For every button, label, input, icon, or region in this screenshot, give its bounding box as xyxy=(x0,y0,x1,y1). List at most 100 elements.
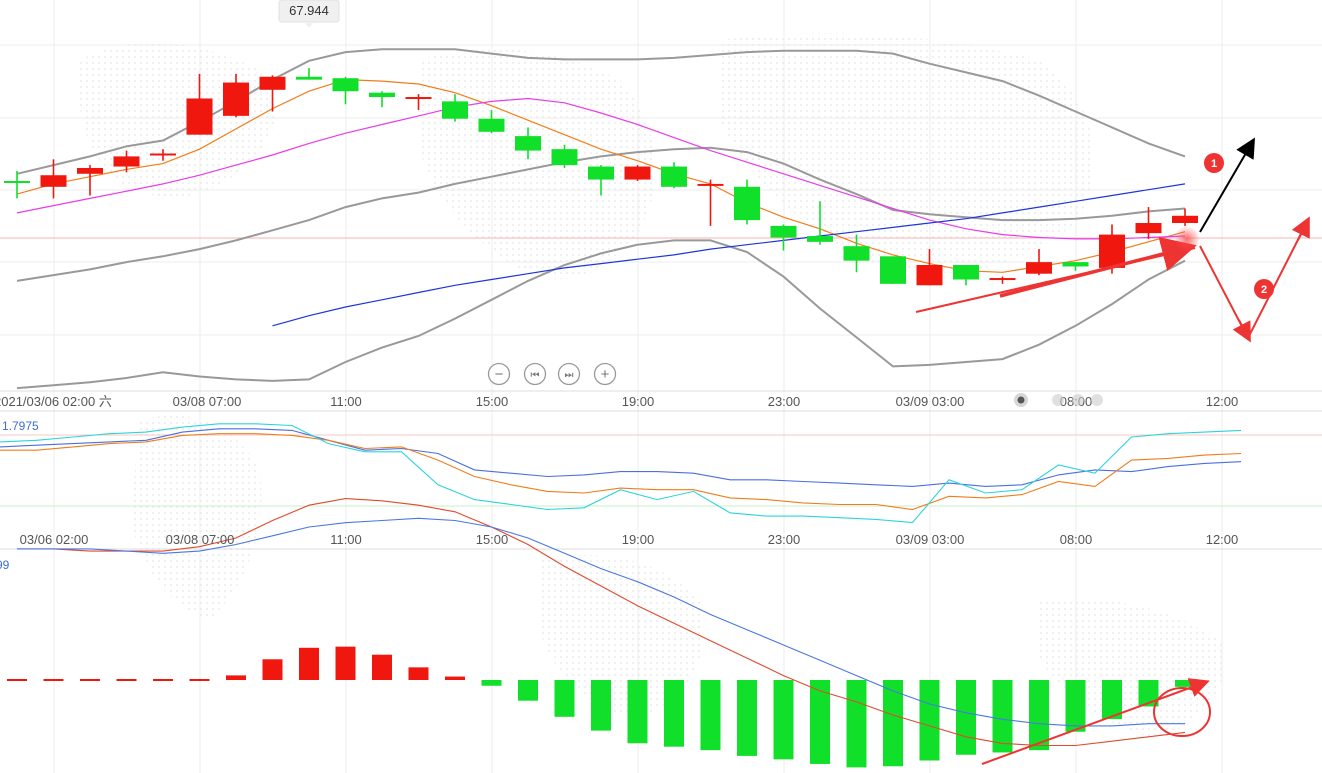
marker-2: 2 xyxy=(1254,279,1274,299)
candle-body xyxy=(442,101,468,119)
candle-body xyxy=(843,246,870,261)
ma-short-line xyxy=(16,78,1186,273)
macd-histogram-bar xyxy=(1029,680,1049,751)
macd-histogram-bar xyxy=(335,646,356,680)
tick-label: 03/08 07:00 xyxy=(173,394,242,409)
candle-body xyxy=(661,166,687,187)
macd-histogram-bar xyxy=(664,680,684,747)
tick-label: 11:00 xyxy=(330,394,362,409)
tick-label: 23:00 xyxy=(768,532,801,547)
macd-histogram-bar xyxy=(481,680,502,686)
svg-text:2: 2 xyxy=(1261,284,1267,296)
macd-value-label: 99 xyxy=(0,558,10,572)
tick-label: 03/06 02:00 xyxy=(20,532,89,547)
macd-cross-circle xyxy=(1153,687,1211,737)
candle-body xyxy=(515,136,541,151)
kdj-value-label: 1.7975 xyxy=(2,419,39,433)
tick-label: 15:00 xyxy=(476,394,509,409)
macd-histogram-bar xyxy=(919,680,940,761)
candle-body xyxy=(624,166,651,180)
candle-body xyxy=(4,181,30,184)
macd-histogram-bar xyxy=(1102,680,1122,720)
candlesticks xyxy=(4,68,1198,286)
scroll-dot[interactable] xyxy=(1091,394,1103,406)
candle-body xyxy=(916,265,943,286)
scenario-path-down-up xyxy=(1199,223,1307,341)
value-tooltip: 67.944 xyxy=(278,0,340,28)
candle-body xyxy=(478,118,505,132)
macd-histogram-bar xyxy=(810,680,830,764)
scenario-arrow-up xyxy=(1199,137,1256,233)
macd-dea-line xyxy=(17,517,1185,727)
hover-time-label: 2021/03/06 02:00 六 xyxy=(0,394,112,409)
trend-arrow-macd xyxy=(981,678,1210,765)
skip-back-icon: ⏮ xyxy=(531,370,540,381)
moving-average-lines xyxy=(16,78,1186,327)
time-axis-labels: 03/08 07:00 11:00 15:00 19:00 23:00 03/09 03:… xyxy=(20,394,1239,547)
scroll-dot[interactable] xyxy=(1072,394,1084,406)
macd-histogram-bar xyxy=(445,676,465,680)
candle-body xyxy=(734,186,760,221)
macd-histogram-bar xyxy=(262,659,283,680)
macd-histogram-bar xyxy=(700,680,721,751)
tooltip-value: 67.944 xyxy=(289,3,329,18)
candle-body xyxy=(296,76,322,80)
scenario-arrow-head xyxy=(1291,216,1310,241)
tick-label: 12:00 xyxy=(1206,532,1239,547)
candle-body xyxy=(369,92,395,98)
tick-label: 12:00 xyxy=(1206,394,1239,409)
ma-medium-line xyxy=(16,97,1186,240)
marker-1: 1 xyxy=(1204,153,1224,173)
macd-histogram-bar xyxy=(591,680,611,731)
kdj-d-line xyxy=(0,433,1242,511)
tick-label: 11:00 xyxy=(330,532,362,547)
candle-body xyxy=(1099,234,1125,268)
candle-body xyxy=(989,278,1016,281)
macd-indicator xyxy=(7,498,1195,768)
bollinger-lower-line xyxy=(16,239,1186,390)
candle-body xyxy=(1172,215,1198,224)
trend-arrow-red xyxy=(999,237,1197,298)
macd-histogram-bar xyxy=(992,680,1013,753)
step-back-button[interactable]: ⏮ xyxy=(523,362,547,386)
macd-histogram-bar xyxy=(737,680,757,756)
candle-body xyxy=(1135,223,1162,234)
skip-forward-icon: ⏭ xyxy=(565,370,574,381)
scenario-arrow-down xyxy=(1232,319,1251,343)
macd-histogram-bar xyxy=(518,680,538,701)
tick-label: 23:00 xyxy=(768,394,801,409)
candle-body xyxy=(405,97,432,100)
candle-body xyxy=(697,183,724,186)
current-price-glow xyxy=(1174,226,1200,252)
zoom-in-button[interactable]: + xyxy=(593,362,617,386)
scroll-dots xyxy=(1014,393,1103,407)
macd-histogram-bar xyxy=(627,680,648,744)
macd-dif-line xyxy=(17,498,1186,747)
tick-label: 19:00 xyxy=(622,394,655,409)
kdj-j-line xyxy=(0,423,1242,524)
candle-body xyxy=(223,82,249,116)
macd-histogram-bar xyxy=(956,680,976,755)
macd-histogram-bar xyxy=(883,680,903,767)
candle-body xyxy=(551,149,578,166)
ma-long-line xyxy=(272,183,1186,327)
macd-histogram-bar xyxy=(554,680,575,717)
bollinger-middle-line xyxy=(16,146,1186,282)
step-forward-button[interactable]: ⏭ xyxy=(557,362,581,386)
macd-histogram-bar xyxy=(408,667,429,680)
plus-icon: + xyxy=(601,366,610,383)
zoom-out-button[interactable]: − xyxy=(487,362,511,386)
candle-body xyxy=(1026,262,1052,274)
scroll-dot[interactable] xyxy=(1052,394,1064,406)
tick-label: 15:00 xyxy=(476,532,509,547)
candle-body xyxy=(770,225,797,238)
world-map-watermark xyxy=(78,33,1224,740)
candle-body xyxy=(953,265,979,280)
candle-body xyxy=(880,256,906,284)
scroll-dot-center xyxy=(1017,396,1025,404)
tick-label: 03/08 07:00 xyxy=(166,532,235,547)
macd-histogram-bar xyxy=(1065,680,1086,732)
macd-histogram-bar xyxy=(846,680,867,768)
kdj-indicator xyxy=(0,423,1242,524)
